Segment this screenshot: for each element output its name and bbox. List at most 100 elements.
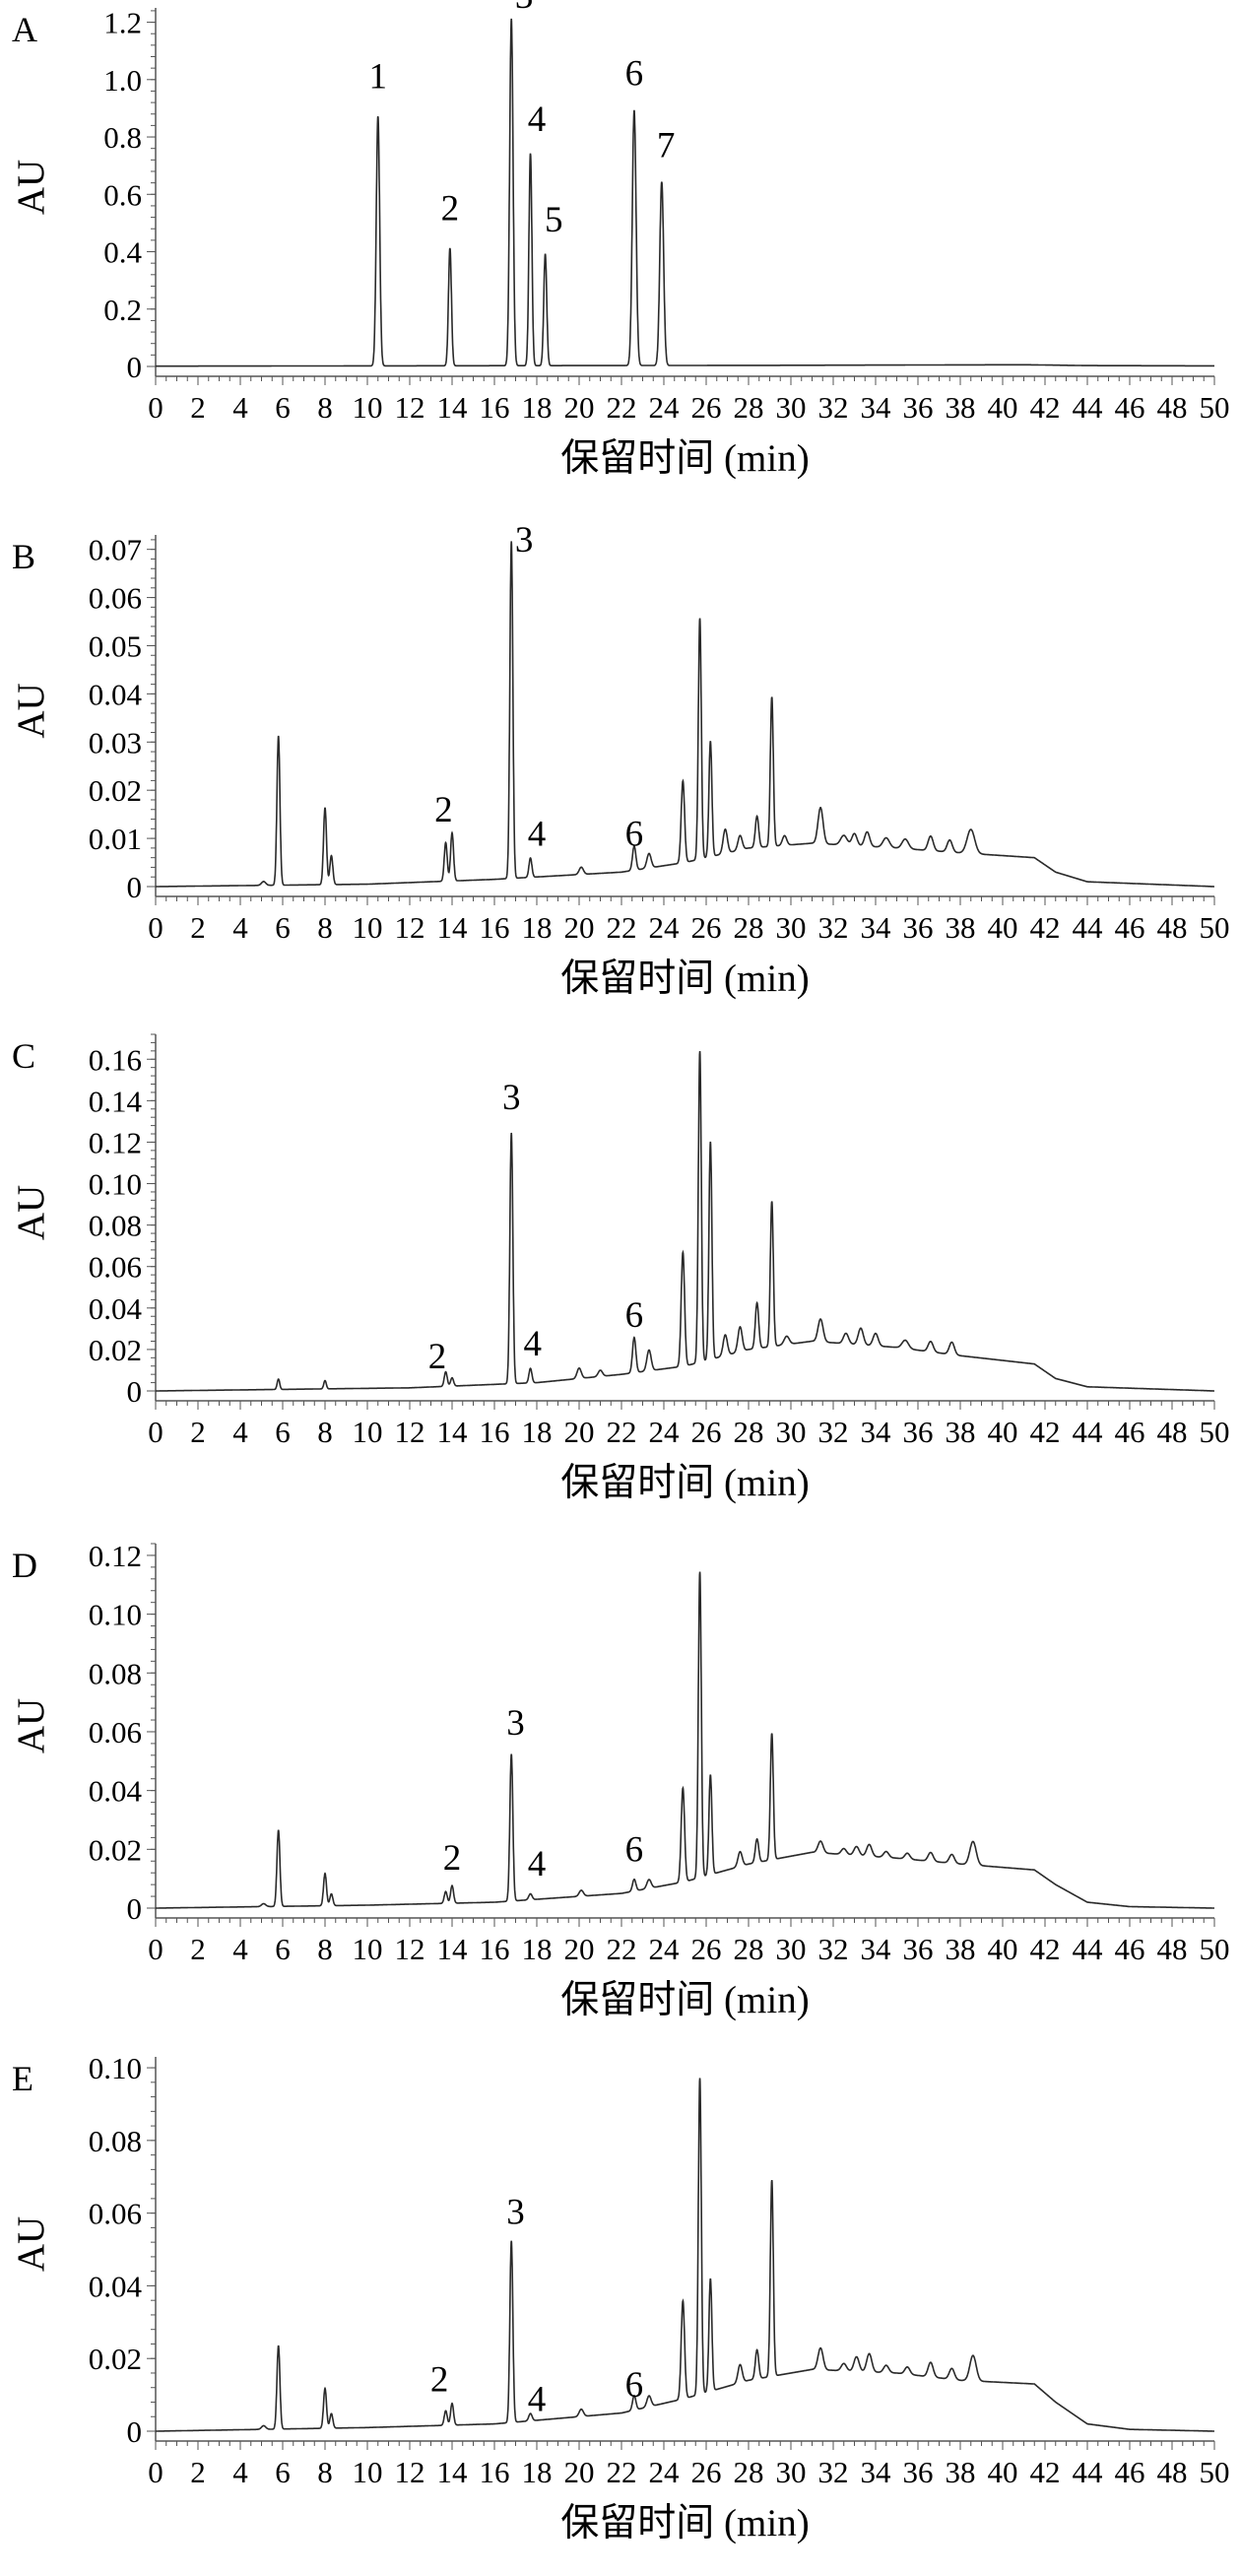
x-tick-label: 42 — [1030, 1415, 1061, 1449]
x-tick-label: 42 — [1030, 390, 1061, 425]
x-tick-label: 0 — [148, 1415, 163, 1449]
chromatogram-panel-c: C0 2 4 6 8 10 12 14 16 18 20 22 24 26 28 30 32 34 36 38 40 42… — [10, 1033, 1230, 1504]
y-tick-label: 0.08 — [89, 2124, 142, 2158]
y-tick-label: 0.16 — [89, 1042, 142, 1077]
x-tick-label: 12 — [395, 1415, 425, 1449]
x-axis-label: 保留时间 (min) — [560, 1979, 809, 2021]
x-tick-label: 2 — [190, 1415, 206, 1449]
x-tick-label: 30 — [776, 1415, 807, 1449]
x-tick-label: 50 — [1200, 390, 1230, 425]
y-tick-label: 0.08 — [89, 1209, 142, 1243]
x-tick-label: 16 — [480, 1932, 510, 1966]
x-tick-label: 14 — [437, 1415, 469, 1449]
x-tick-label: 48 — [1157, 1932, 1188, 1966]
x-tick-label: 34 — [861, 2455, 892, 2489]
x-tick-label: 32 — [818, 390, 849, 425]
x-tick-label: 44 — [1073, 2455, 1104, 2489]
x-tick-label: 4 — [232, 2455, 248, 2489]
peak-label-5: 5 — [545, 200, 563, 240]
x-tick-label: 28 — [734, 1415, 764, 1449]
x-tick-label: 24 — [649, 910, 681, 945]
x-tick-label: 22 — [607, 2455, 637, 2489]
chromatogram-trace — [156, 1571, 1214, 1909]
x-tick-label: 10 — [353, 2455, 383, 2489]
panel-letter: C — [12, 1036, 35, 1076]
x-tick-label: 38 — [946, 390, 976, 425]
x-tick-label: 6 — [275, 1415, 291, 1449]
chromatogram-panel-d: D0 2 4 6 8 10 12 14 16 18 20 22 24 26 28 30 32 34 36 38 40 42… — [10, 1539, 1230, 2021]
x-tick-label: 36 — [903, 910, 934, 945]
x-tick-label: 14 — [437, 390, 469, 425]
peak-label-2: 2 — [441, 188, 460, 229]
peak-label-1: 1 — [369, 57, 388, 98]
x-tick-label: 8 — [317, 1415, 333, 1449]
panel-letter: E — [12, 2059, 33, 2098]
peak-label-2: 2 — [430, 2359, 449, 2400]
x-tick-label: 8 — [317, 1932, 333, 1966]
x-tick-label: 22 — [607, 390, 637, 425]
x-tick-label: 0 — [148, 910, 163, 945]
x-tick-label: 48 — [1157, 1415, 1188, 1449]
y-tick-label: 0.10 — [89, 1167, 142, 1202]
x-tick-label: 16 — [480, 390, 510, 425]
x-tick-label: 14 — [437, 2455, 469, 2489]
x-tick-label: 8 — [317, 390, 333, 425]
y-tick-label: 0.02 — [89, 1832, 142, 1867]
x-tick-label: 28 — [734, 910, 764, 945]
x-tick-label: 2 — [190, 910, 206, 945]
x-tick-label: 8 — [317, 2455, 333, 2489]
y-tick-label: 0.12 — [89, 1539, 142, 1573]
y-tick-label: 0 — [127, 350, 143, 384]
x-tick-label: 26 — [691, 1415, 722, 1449]
y-axis-label: AU — [10, 1185, 52, 1240]
x-tick-label: 18 — [522, 1932, 553, 1966]
x-tick-label: 12 — [395, 1932, 425, 1966]
y-tick-label: 0.2 — [103, 293, 142, 327]
y-axis-label: AU — [10, 160, 52, 215]
x-tick-label: 24 — [649, 1932, 681, 1966]
x-tick-label: 40 — [988, 390, 1018, 425]
x-tick-label: 34 — [861, 390, 892, 425]
x-tick-label: 26 — [691, 390, 722, 425]
x-tick-label: 50 — [1200, 910, 1230, 945]
peak-label-3: 3 — [515, 0, 534, 17]
x-tick-label: 46 — [1115, 1415, 1145, 1449]
chromatogram-trace — [156, 541, 1214, 888]
peak-label-6: 6 — [625, 814, 644, 854]
x-tick-label: 34 — [861, 1932, 892, 1966]
x-tick-label: 30 — [776, 2455, 807, 2489]
x-tick-label: 32 — [818, 1415, 849, 1449]
x-tick-label: 4 — [232, 1932, 248, 1966]
peak-label-3: 3 — [506, 1703, 525, 1744]
x-tick-label: 8 — [317, 910, 333, 945]
peak-label-3: 3 — [502, 1078, 521, 1118]
x-tick-label: 24 — [649, 1415, 681, 1449]
x-tick-label: 30 — [776, 1932, 807, 1966]
x-axis-label: 保留时间 (min) — [560, 2502, 809, 2544]
y-tick-label: 0.6 — [103, 177, 142, 212]
y-tick-label: 0.06 — [89, 2197, 142, 2231]
x-tick-label: 38 — [946, 1932, 976, 1966]
x-tick-label: 36 — [903, 1415, 934, 1449]
panel-letter: D — [12, 1546, 37, 1585]
peak-label-6: 6 — [625, 2365, 644, 2406]
x-tick-label: 0 — [148, 2455, 163, 2489]
x-tick-label: 50 — [1200, 1415, 1230, 1449]
x-tick-label: 28 — [734, 2455, 764, 2489]
x-axis-label: 保留时间 (min) — [560, 437, 809, 480]
x-tick-label: 44 — [1073, 910, 1104, 945]
x-tick-label: 38 — [946, 1415, 976, 1449]
x-tick-label: 6 — [275, 910, 291, 945]
y-tick-label: 0 — [127, 2414, 143, 2449]
x-tick-label: 0 — [148, 390, 163, 425]
x-tick-label: 22 — [607, 910, 637, 945]
x-tick-label: 18 — [522, 2455, 553, 2489]
x-tick-label: 32 — [818, 2455, 849, 2489]
peak-label-6: 6 — [625, 1295, 644, 1336]
chromatogram-trace — [156, 18, 1214, 367]
y-tick-label: 0.08 — [89, 1656, 142, 1690]
y-axis-label: AU — [10, 2216, 52, 2272]
x-tick-label: 44 — [1073, 1932, 1104, 1966]
peak-label-2: 2 — [443, 1838, 462, 1879]
x-tick-label: 20 — [564, 390, 595, 425]
